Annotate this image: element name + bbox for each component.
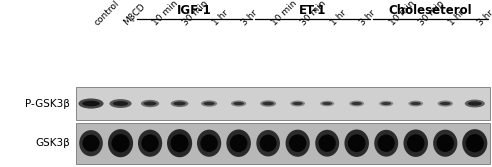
- Ellipse shape: [230, 134, 247, 152]
- Text: 1 hr: 1 hr: [447, 8, 466, 27]
- Ellipse shape: [256, 130, 280, 156]
- Text: 1 hr: 1 hr: [329, 8, 348, 27]
- Ellipse shape: [379, 101, 393, 106]
- Ellipse shape: [408, 101, 423, 106]
- Ellipse shape: [319, 134, 336, 152]
- Ellipse shape: [197, 130, 221, 157]
- Text: 1 hr: 1 hr: [211, 8, 230, 27]
- Ellipse shape: [260, 100, 276, 107]
- Text: 10 min: 10 min: [270, 0, 298, 27]
- Ellipse shape: [110, 99, 132, 108]
- Ellipse shape: [167, 129, 192, 157]
- Ellipse shape: [144, 102, 156, 106]
- Text: IGF-1: IGF-1: [177, 4, 212, 17]
- Ellipse shape: [465, 100, 485, 108]
- Text: 30 min: 30 min: [299, 0, 328, 27]
- Ellipse shape: [403, 129, 428, 157]
- Ellipse shape: [462, 129, 487, 157]
- Ellipse shape: [374, 130, 398, 157]
- Ellipse shape: [173, 102, 186, 105]
- Ellipse shape: [201, 100, 217, 107]
- Ellipse shape: [468, 101, 482, 106]
- Ellipse shape: [226, 129, 251, 157]
- Ellipse shape: [203, 102, 215, 105]
- Ellipse shape: [79, 130, 103, 156]
- Ellipse shape: [289, 134, 307, 152]
- Text: 3 hr: 3 hr: [240, 8, 259, 27]
- Ellipse shape: [322, 102, 332, 105]
- Ellipse shape: [407, 134, 425, 152]
- Text: 30 min: 30 min: [417, 0, 446, 27]
- Text: ET-1: ET-1: [299, 4, 326, 17]
- Ellipse shape: [171, 134, 188, 152]
- Ellipse shape: [231, 101, 246, 107]
- Text: control: control: [92, 0, 121, 27]
- Text: 3 hr: 3 hr: [476, 8, 492, 27]
- Ellipse shape: [437, 101, 453, 107]
- Ellipse shape: [440, 102, 451, 105]
- Ellipse shape: [348, 134, 366, 152]
- Text: GSK3β: GSK3β: [35, 138, 70, 148]
- Ellipse shape: [112, 134, 129, 152]
- Bar: [76, 87, 490, 120]
- Ellipse shape: [171, 100, 188, 107]
- Ellipse shape: [79, 99, 104, 109]
- Ellipse shape: [290, 101, 305, 106]
- Ellipse shape: [141, 134, 159, 152]
- Text: 30 min: 30 min: [181, 0, 210, 27]
- Text: Choleseterol: Choleseterol: [389, 4, 472, 17]
- Ellipse shape: [433, 130, 458, 157]
- Text: 10 min: 10 min: [388, 0, 416, 27]
- Ellipse shape: [351, 102, 362, 105]
- Ellipse shape: [200, 134, 218, 152]
- Ellipse shape: [138, 130, 162, 157]
- Ellipse shape: [466, 134, 484, 152]
- Ellipse shape: [378, 134, 395, 152]
- Text: 10 min: 10 min: [152, 0, 180, 27]
- Ellipse shape: [285, 130, 310, 157]
- Ellipse shape: [113, 101, 128, 106]
- Ellipse shape: [141, 100, 159, 107]
- Ellipse shape: [381, 102, 391, 105]
- Text: 3 hr: 3 hr: [358, 8, 377, 27]
- Ellipse shape: [263, 102, 274, 105]
- Ellipse shape: [315, 130, 339, 157]
- Ellipse shape: [82, 101, 100, 106]
- Text: MβCD: MβCD: [122, 2, 147, 27]
- Ellipse shape: [260, 135, 277, 152]
- Ellipse shape: [436, 134, 454, 152]
- Ellipse shape: [108, 129, 133, 157]
- Ellipse shape: [411, 102, 421, 105]
- Ellipse shape: [349, 101, 364, 106]
- Text: P-GSK3β: P-GSK3β: [26, 99, 70, 109]
- Ellipse shape: [344, 129, 369, 157]
- Ellipse shape: [292, 102, 303, 105]
- Bar: [76, 123, 490, 164]
- Ellipse shape: [320, 101, 334, 106]
- Ellipse shape: [83, 135, 99, 152]
- Ellipse shape: [233, 102, 244, 105]
